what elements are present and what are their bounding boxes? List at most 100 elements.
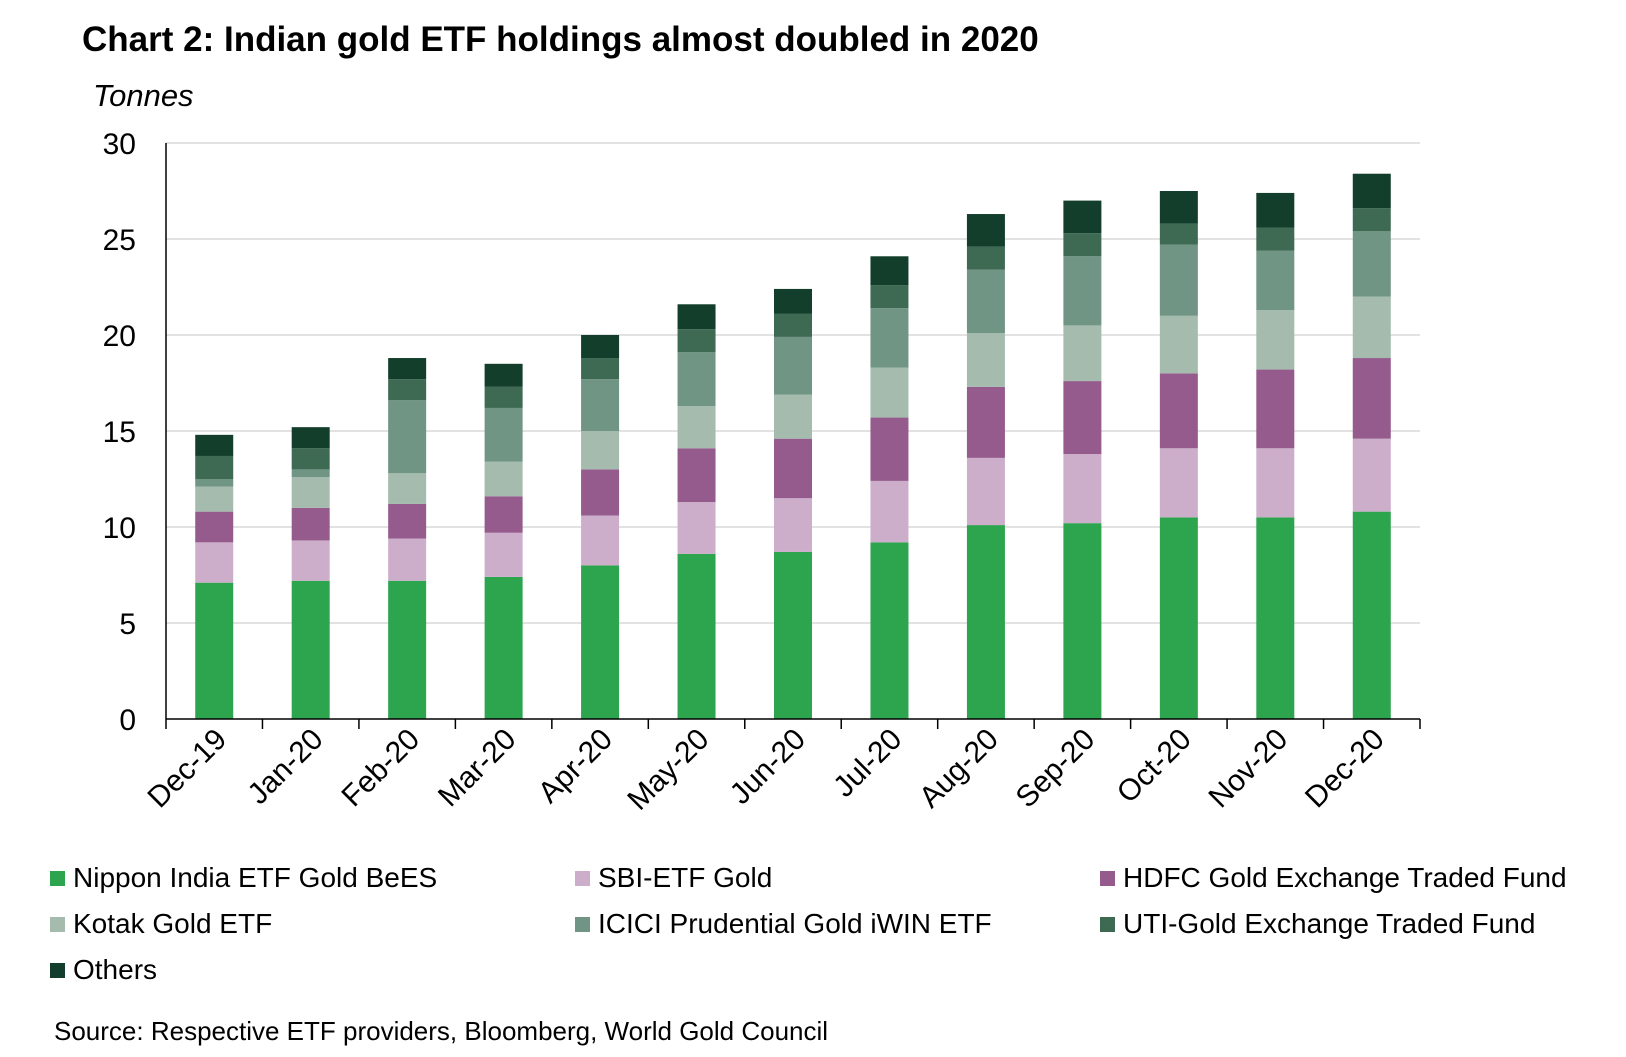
bar-segment bbox=[870, 308, 909, 368]
x-tick-label: May-20 bbox=[621, 723, 715, 817]
legend-swatch bbox=[50, 916, 65, 932]
legend-item: UTI-Gold Exchange Traded Fund bbox=[1100, 908, 1535, 940]
bar-segment bbox=[774, 288, 812, 314]
bar-segment bbox=[291, 580, 330, 719]
legend-item: Others bbox=[50, 954, 157, 986]
bar-segment bbox=[388, 473, 427, 504]
bar-segment bbox=[677, 352, 716, 407]
legend-swatch bbox=[50, 962, 65, 978]
bar-segment bbox=[870, 480, 909, 543]
legend-label: Nippon India ETF Gold BeES bbox=[73, 862, 438, 893]
bar-segment bbox=[388, 400, 427, 474]
bar-segment bbox=[1352, 358, 1391, 439]
x-tick-label: Sep-20 bbox=[1010, 723, 1102, 815]
bar-segment bbox=[774, 438, 812, 499]
bar-segment bbox=[966, 269, 1005, 334]
x-tick-label: Oct-20 bbox=[1111, 723, 1198, 810]
bar-segment bbox=[195, 582, 234, 719]
bar-segment bbox=[1256, 369, 1295, 449]
bar-segment bbox=[581, 431, 620, 470]
x-tick-label: Jun-20 bbox=[724, 723, 812, 811]
bar-segment bbox=[291, 448, 330, 470]
legend-item: SBI-ETF Gold bbox=[575, 862, 772, 894]
bar-segment bbox=[1256, 227, 1295, 251]
bar-segment bbox=[388, 538, 427, 581]
bar-segment bbox=[581, 565, 620, 719]
bar-segment bbox=[1159, 517, 1198, 719]
bar-segment bbox=[677, 448, 716, 503]
legend-label: SBI-ETF Gold bbox=[598, 862, 773, 893]
bar-segment bbox=[966, 525, 1005, 719]
bar-segment bbox=[484, 386, 523, 408]
x-tick-label: Dec-19 bbox=[141, 723, 233, 815]
y-tick-label: 5 bbox=[119, 608, 136, 641]
x-tick-label: Feb-20 bbox=[336, 723, 427, 814]
bar-segment bbox=[581, 335, 620, 359]
legend-label: ICICI Prudential Gold iWIN ETF bbox=[598, 908, 992, 939]
bar-segment bbox=[195, 511, 234, 543]
bar-segment bbox=[1352, 231, 1391, 297]
bar-segment bbox=[581, 515, 620, 566]
bar-segment bbox=[1063, 381, 1102, 455]
x-tick-label: Aug-20 bbox=[913, 723, 1005, 815]
bar-segment bbox=[291, 477, 330, 508]
y-tick-label: 25 bbox=[103, 224, 136, 257]
bar-segment bbox=[870, 542, 909, 719]
bar-segment bbox=[291, 507, 330, 541]
bar-segment bbox=[195, 479, 234, 487]
bar-segment bbox=[1256, 250, 1295, 311]
legend-item: Kotak Gold ETF bbox=[50, 908, 272, 940]
bar-segment bbox=[484, 461, 523, 497]
y-tick-label: 20 bbox=[103, 320, 136, 353]
legend-swatch bbox=[1100, 870, 1115, 886]
bar-segment bbox=[966, 246, 1005, 270]
bar-segment bbox=[677, 304, 716, 330]
legend-item: Nippon India ETF Gold BeES bbox=[50, 862, 437, 894]
bar-segment bbox=[388, 503, 427, 539]
bar-segment bbox=[774, 313, 812, 337]
bar-segment bbox=[774, 551, 812, 719]
y-tick-label: 10 bbox=[103, 512, 136, 545]
legend-label: Others bbox=[73, 954, 158, 985]
legend-swatch bbox=[575, 916, 590, 932]
bar-segment bbox=[774, 498, 812, 552]
y-tick-label: 0 bbox=[119, 704, 136, 737]
chart-title: Chart 2: Indian gold ETF holdings almost… bbox=[82, 20, 1039, 59]
bar-segment bbox=[677, 502, 716, 554]
bar-segment bbox=[966, 386, 1005, 458]
bar-segment bbox=[388, 358, 427, 380]
bar-segment bbox=[966, 214, 1005, 247]
bar-segment bbox=[484, 496, 523, 533]
bar-segment bbox=[677, 553, 716, 719]
legend-swatch bbox=[1100, 916, 1115, 932]
source-note: Source: Respective ETF providers, Bloomb… bbox=[54, 1016, 829, 1046]
bar-segment bbox=[1256, 448, 1295, 518]
bar-segment bbox=[484, 532, 523, 577]
bar-segment bbox=[581, 469, 620, 516]
bar-segment bbox=[388, 580, 427, 719]
bar-segment bbox=[1063, 454, 1102, 524]
x-tick-label: Jan-20 bbox=[241, 723, 329, 811]
bar-segment bbox=[484, 576, 523, 719]
bar-segment bbox=[1159, 244, 1198, 316]
bar-segment bbox=[291, 469, 330, 478]
bar-segment bbox=[870, 367, 909, 418]
bar-segment bbox=[774, 394, 812, 439]
legend-label: HDFC Gold Exchange Traded Fund bbox=[1123, 862, 1567, 893]
bar-segment bbox=[1352, 173, 1391, 209]
bar-segment bbox=[1159, 315, 1198, 374]
x-tick-label: Mar-20 bbox=[432, 723, 523, 814]
y-tick-label: 30 bbox=[103, 128, 136, 161]
bar-segment bbox=[1352, 208, 1391, 232]
bar-segment bbox=[774, 336, 812, 395]
bar-segment bbox=[1256, 192, 1295, 228]
bar-segment bbox=[195, 434, 234, 456]
bar-segment bbox=[1063, 325, 1102, 382]
bar-segment bbox=[1256, 310, 1295, 370]
y-tick-label: 15 bbox=[103, 416, 136, 449]
bar-segment bbox=[1063, 256, 1102, 326]
bar-segment bbox=[581, 358, 620, 380]
bar-segment bbox=[1159, 448, 1198, 518]
bar-segment bbox=[870, 256, 909, 286]
bar-segment bbox=[291, 427, 330, 449]
